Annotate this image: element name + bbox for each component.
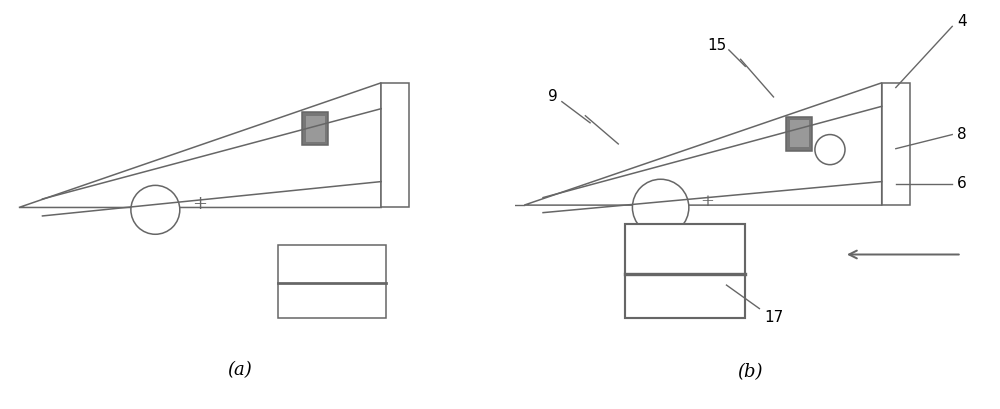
Text: 4: 4 xyxy=(957,14,967,29)
Bar xyxy=(302,112,328,145)
Bar xyxy=(625,224,745,318)
Bar xyxy=(306,116,325,142)
Bar xyxy=(882,83,910,205)
Text: +: + xyxy=(701,193,715,210)
Text: 15: 15 xyxy=(707,38,727,53)
Text: 8: 8 xyxy=(957,127,967,142)
Text: 17: 17 xyxy=(764,310,783,326)
Bar xyxy=(278,245,386,318)
Circle shape xyxy=(632,179,689,236)
Bar xyxy=(790,120,809,147)
Text: 9: 9 xyxy=(548,90,557,104)
Text: 6: 6 xyxy=(957,176,967,191)
Bar xyxy=(786,117,812,151)
Bar xyxy=(381,83,409,207)
Polygon shape xyxy=(524,83,882,205)
Circle shape xyxy=(815,135,845,165)
Text: (a): (a) xyxy=(228,361,252,379)
Polygon shape xyxy=(19,83,381,207)
Text: (b): (b) xyxy=(737,363,763,381)
Circle shape xyxy=(131,185,180,234)
Text: +: + xyxy=(193,195,208,213)
